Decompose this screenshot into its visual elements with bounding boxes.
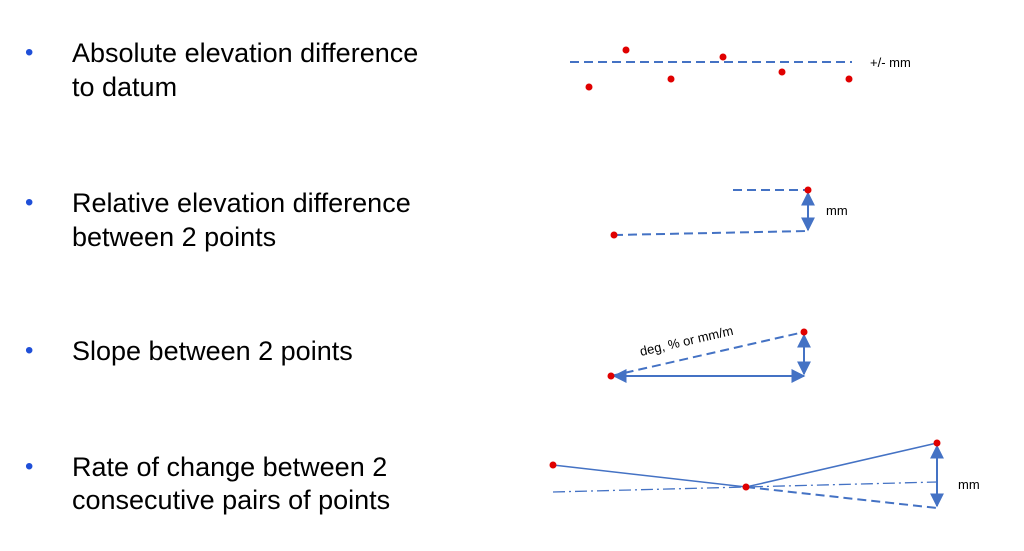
slope-line [610, 331, 805, 377]
diagram-rate: mm [549, 439, 980, 509]
point [607, 372, 615, 380]
point [800, 328, 808, 336]
reference-line [613, 230, 809, 236]
point [622, 46, 630, 54]
item-text: Absolute elevation difference [72, 38, 418, 68]
bullet: • [25, 189, 33, 216]
diagram-label: deg, % or mm/m [638, 323, 734, 359]
point [804, 186, 812, 194]
point [667, 75, 675, 83]
bullet-list: • Absolute elevation difference to datum… [25, 38, 418, 515]
point [549, 461, 557, 469]
point [845, 75, 853, 83]
point [610, 231, 618, 239]
item-text: consecutive pairs of points [72, 485, 390, 515]
bullet: • [25, 337, 33, 364]
bullet: • [25, 453, 33, 480]
profile-line [552, 442, 938, 488]
item-text: Rate of change between 2 [72, 452, 387, 482]
point [933, 439, 941, 447]
diagram-label: +/- mm [870, 55, 911, 70]
diagram-relative: mm [610, 186, 848, 239]
diagram-label: mm [958, 477, 980, 492]
item-text: between 2 points [72, 222, 276, 252]
item-text: to datum [72, 72, 177, 102]
bullet: • [25, 39, 33, 66]
diagram-slope: deg, % or mm/m [607, 323, 811, 383]
point [778, 68, 786, 76]
point [585, 83, 593, 91]
item-text: Relative elevation difference [72, 188, 411, 218]
point [742, 483, 750, 491]
diagram-label: mm [826, 203, 848, 218]
projection-line [745, 486, 938, 509]
item-text: Slope between 2 points [72, 336, 353, 366]
diagram-absolute: +/- mm [570, 46, 911, 91]
point [719, 53, 727, 61]
